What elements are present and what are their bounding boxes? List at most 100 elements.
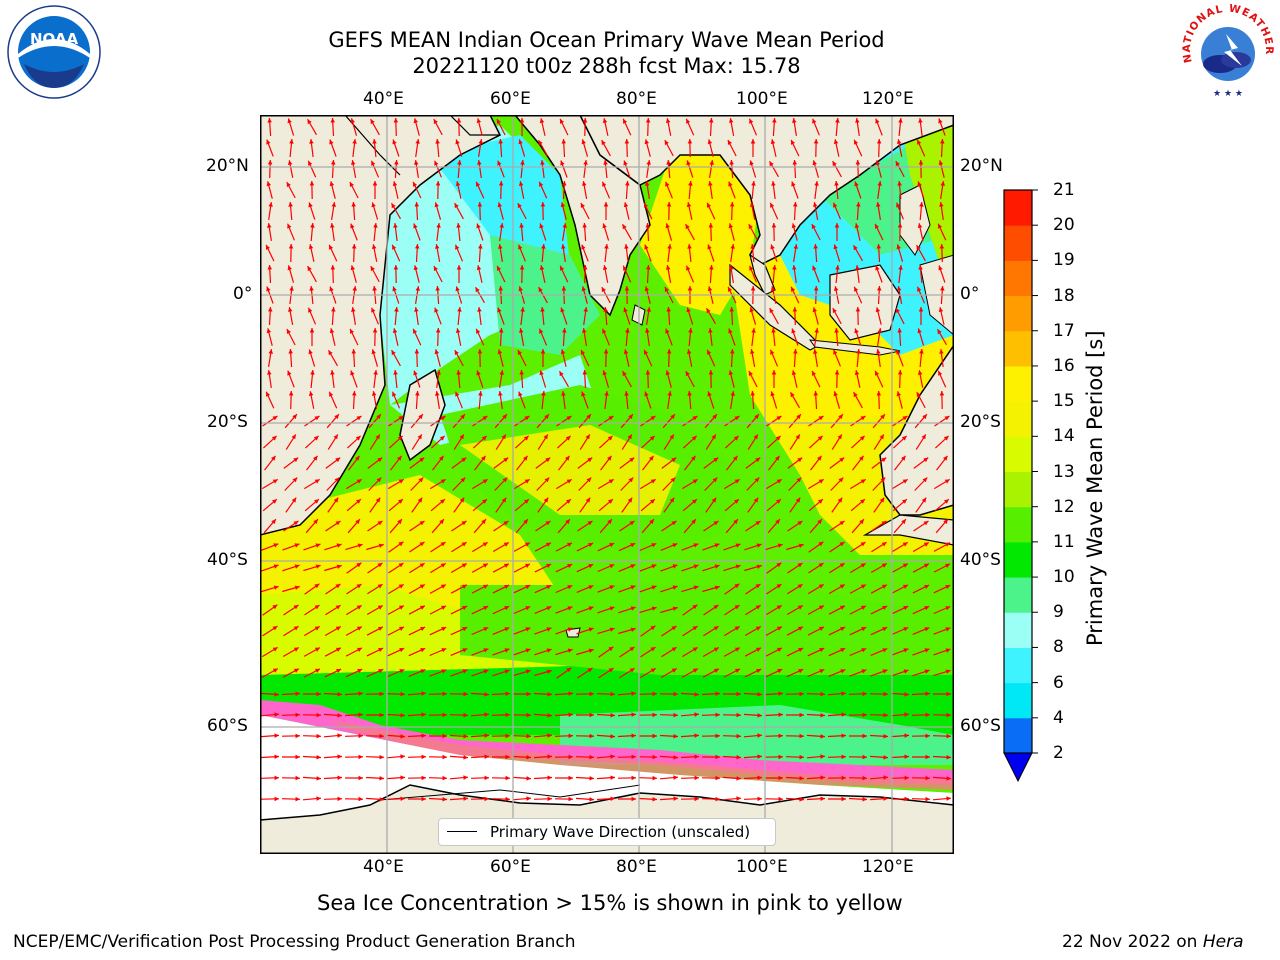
wave-direction-arrowhead bbox=[860, 542, 866, 547]
wave-direction-arrowhead bbox=[728, 286, 732, 292]
wave-direction-arrowhead bbox=[267, 118, 272, 123]
wave-direction-arrowhead bbox=[625, 328, 630, 333]
wave-direction-arrowhead bbox=[875, 307, 881, 313]
wave-direction-arrowhead bbox=[417, 434, 422, 440]
wave-direction-arrowhead bbox=[294, 564, 300, 569]
wave-direction-arrowhead bbox=[356, 499, 361, 504]
wave-direction-arrowhead bbox=[561, 286, 567, 291]
wave-direction-arrowhead bbox=[355, 435, 361, 441]
wave-direction-arrowhead bbox=[370, 119, 375, 125]
wave-direction-arrowhead bbox=[313, 455, 318, 461]
wave-direction-arrowhead bbox=[769, 161, 774, 167]
wave-direction-arrowhead bbox=[337, 733, 342, 738]
lat-tick-right-0: 0° bbox=[960, 284, 980, 304]
colorbar-tick-label: 18 bbox=[1053, 285, 1075, 306]
wave-direction-arrowhead bbox=[546, 648, 552, 653]
wave-direction-arrowhead bbox=[631, 775, 636, 781]
wave-direction-arrowhead bbox=[476, 328, 481, 334]
wave-direction-arrowhead bbox=[945, 585, 951, 590]
wave-direction-arrowhead bbox=[484, 733, 489, 738]
wave-direction-arrowhead bbox=[709, 118, 714, 123]
wave-direction-arrowhead bbox=[567, 627, 573, 632]
wave-direction-arrowhead bbox=[476, 181, 481, 187]
wave-direction-arrowhead bbox=[295, 754, 300, 760]
wave-direction-arrowhead bbox=[463, 796, 468, 801]
wave-direction-arrowhead bbox=[477, 160, 482, 165]
wave-direction-arrowhead bbox=[272, 499, 277, 504]
wave-direction-arrowhead bbox=[585, 434, 590, 440]
wave-direction-arrowhead bbox=[644, 202, 648, 208]
wave-direction-arrowhead bbox=[651, 543, 657, 548]
wave-direction-arrowhead bbox=[924, 669, 930, 674]
wave-direction-arrowhead bbox=[692, 604, 698, 610]
wave-direction-arrowhead bbox=[691, 455, 696, 461]
wave-direction-arrowhead bbox=[714, 585, 720, 590]
colorbar-tick-label: 2 bbox=[1053, 743, 1064, 763]
wave-direction-arrowhead bbox=[791, 181, 796, 187]
wave-direction-arrowhead bbox=[644, 286, 650, 292]
wave-direction-arrowhead bbox=[503, 521, 509, 526]
wave-direction-arrowhead bbox=[945, 669, 951, 674]
wave-direction-arrowhead bbox=[897, 370, 903, 375]
wave-direction-arrowhead bbox=[692, 647, 698, 652]
wave-direction-arrowhead bbox=[939, 349, 944, 354]
wave-direction-arrowhead bbox=[519, 118, 525, 123]
wave-direction-arrowhead bbox=[755, 626, 761, 631]
wave-direction-arrowhead bbox=[631, 754, 636, 760]
lon-tick-top-40e: 40°E bbox=[363, 89, 404, 109]
wave-direction-arrowhead bbox=[673, 691, 678, 697]
wave-direction-arrowhead bbox=[770, 349, 775, 355]
wave-direction-arrowhead bbox=[544, 414, 549, 420]
wave-direction-arrowhead bbox=[799, 691, 804, 697]
wave-direction-arrowhead bbox=[685, 371, 690, 377]
wave-direction-arrowhead bbox=[315, 543, 321, 548]
wave-direction-arrowhead bbox=[923, 542, 929, 547]
wave-direction-arrowhead bbox=[946, 691, 951, 697]
wave-direction-arrowhead bbox=[623, 349, 629, 354]
wave-direction-arrowhead bbox=[938, 307, 944, 313]
wave-direction-arrowhead bbox=[268, 349, 273, 354]
wave-direction-arrowhead bbox=[946, 796, 951, 801]
wave-direction-arrowhead bbox=[400, 691, 405, 697]
wave-direction-arrowhead bbox=[610, 796, 615, 801]
wave-direction-arrowhead bbox=[715, 712, 720, 718]
wave-direction-arrowhead bbox=[622, 371, 627, 377]
wave-direction-arrowhead bbox=[421, 754, 426, 760]
colorbar-band bbox=[1004, 612, 1032, 648]
wave-direction-arrowhead bbox=[862, 797, 867, 802]
wave-direction-arrowhead bbox=[371, 307, 376, 313]
wave-direction-arrowhead bbox=[434, 202, 439, 208]
wave-direction-arrowhead bbox=[483, 606, 489, 611]
wave-direction-arrowhead bbox=[841, 754, 846, 760]
wave-direction-arrowhead bbox=[398, 563, 404, 568]
wave-direction-arrowhead bbox=[649, 519, 654, 525]
wave-direction-arrowhead bbox=[274, 775, 279, 781]
colorbar-tick-label: 12 bbox=[1053, 496, 1075, 517]
wave-direction-arrowhead bbox=[543, 434, 548, 440]
wave-direction-arrowhead bbox=[610, 754, 615, 759]
wave-direction-arrowhead bbox=[415, 244, 420, 249]
wave-direction-arrowhead bbox=[672, 585, 678, 590]
wave-direction-arrowhead bbox=[293, 605, 299, 610]
wave-direction-arrowhead bbox=[398, 584, 404, 589]
wave-direction-arrowhead bbox=[918, 118, 923, 123]
wave-direction-arrowhead bbox=[904, 796, 909, 802]
wave-direction-arrowhead bbox=[940, 286, 945, 291]
wave-direction-arrowhead bbox=[838, 477, 844, 483]
wave-direction-arrowhead bbox=[938, 118, 943, 124]
wave-direction-arrowhead bbox=[394, 160, 399, 165]
wave-direction-arrowhead bbox=[457, 160, 462, 165]
wave-direction-arrowhead bbox=[589, 754, 594, 760]
wave-direction-arrowhead bbox=[715, 775, 720, 781]
wave-direction-arrowhead bbox=[546, 585, 552, 590]
wave-direction-arrowhead bbox=[461, 521, 467, 526]
wave-direction-arrowhead bbox=[715, 733, 720, 739]
wave-direction-arrowhead bbox=[392, 139, 397, 145]
wave-direction-arrowhead bbox=[629, 521, 635, 526]
wave-direction-arrowhead bbox=[729, 265, 734, 270]
wave-direction-arrowhead bbox=[601, 140, 606, 146]
wave-direction-arrowhead bbox=[791, 223, 797, 229]
wave-direction-arrowhead bbox=[944, 479, 950, 484]
wave-direction-arrowhead bbox=[357, 543, 363, 548]
wave-direction-arrowhead bbox=[293, 457, 299, 463]
